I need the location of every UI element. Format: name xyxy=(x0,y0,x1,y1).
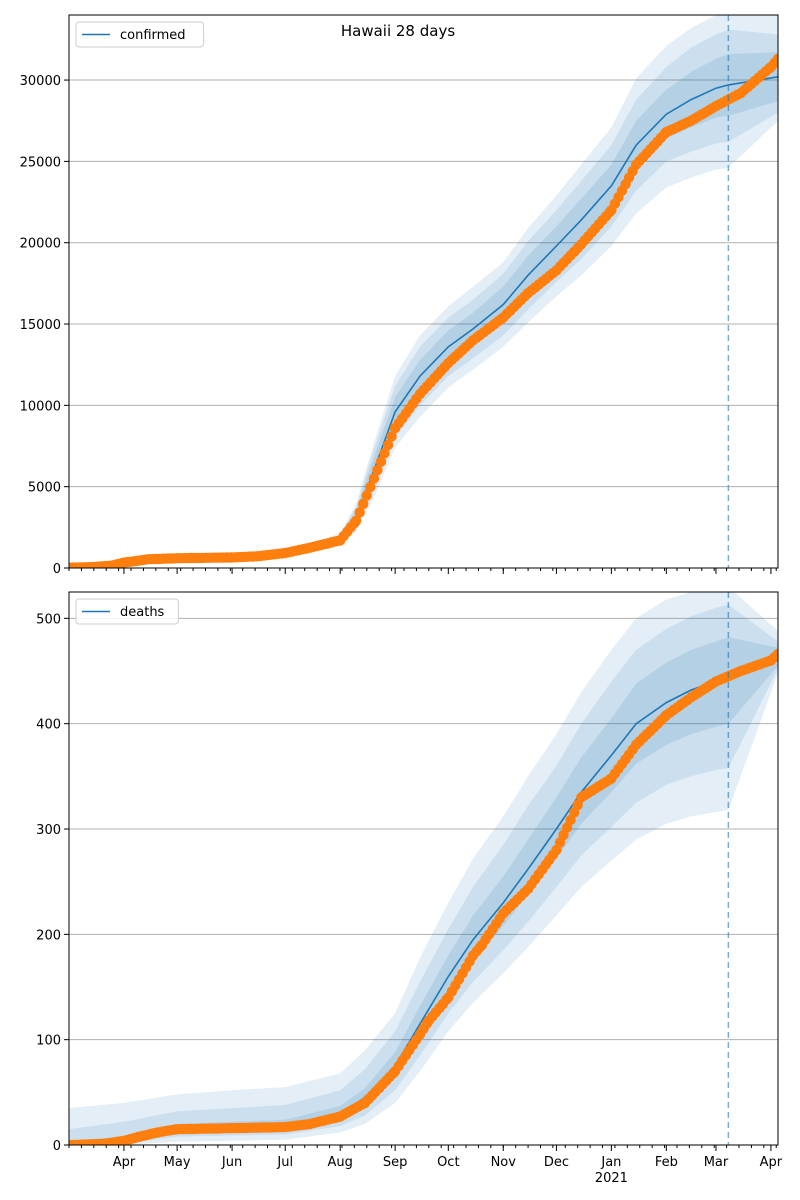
legend-box xyxy=(75,21,205,48)
legend-label: deaths xyxy=(120,605,165,620)
uncertainty-band-outer xyxy=(69,15,778,568)
uncertainty-band-middle xyxy=(69,604,778,1145)
x-year-label: 2021 xyxy=(595,1171,628,1186)
figure-title: Hawaii 28 days xyxy=(341,22,455,40)
observed-point xyxy=(382,439,394,451)
x-tick-label: Feb xyxy=(655,1155,678,1170)
x-tick-label: Nov xyxy=(491,1155,517,1170)
uncertainty-band-outer xyxy=(69,592,778,1145)
observed-point xyxy=(354,507,365,518)
x-tick-label: Mar xyxy=(704,1155,729,1170)
legend-label: confirmed xyxy=(120,28,186,43)
x-tick-label: Apr xyxy=(760,1155,783,1170)
y-tick-label: 30000 xyxy=(20,74,61,89)
plot-area xyxy=(69,15,778,568)
y-tick-label: 300 xyxy=(36,823,61,838)
legend: confirmed xyxy=(75,21,205,48)
observed-point xyxy=(358,498,369,510)
axes-frame xyxy=(68,591,779,1146)
plot-area xyxy=(69,592,778,1145)
uncertainty-band-inner xyxy=(69,52,778,567)
y-tick-label: 500 xyxy=(36,612,61,627)
observed-point xyxy=(375,456,387,467)
x-tick-label: Aug xyxy=(327,1155,352,1170)
uncertainty-band-middle xyxy=(69,29,778,568)
observed-point xyxy=(368,473,380,484)
uncertainty-band-inner xyxy=(69,637,778,1145)
y-tick-label: 400 xyxy=(36,718,61,733)
observed-point xyxy=(350,515,362,526)
y-tick-label: 5000 xyxy=(28,481,61,496)
observed-point xyxy=(372,464,383,476)
observed-point xyxy=(772,53,778,65)
x-tick-label: Jan xyxy=(600,1155,621,1170)
x-tick-label: Apr xyxy=(113,1155,136,1170)
y-tick-label: 25000 xyxy=(20,155,61,170)
legend: deaths xyxy=(75,598,179,625)
confirmed-panel: 0 5000 10000 15000 20000 25000 30000 confirmed xyxy=(20,14,779,577)
legend-box xyxy=(75,598,179,625)
y-tick-label: 100 xyxy=(36,1034,61,1049)
y-tick-label: 0 xyxy=(53,562,61,577)
x-tick-label: Oct xyxy=(437,1155,459,1170)
observed-point xyxy=(361,490,372,501)
deaths-panel: 0 100 200 300 400 500 Apr May Jun Jul Aug Sep Oct Nov… xyxy=(36,591,783,1186)
y-tick-label: 15000 xyxy=(20,318,61,333)
y-tick-label: 200 xyxy=(36,928,61,943)
y-tick-label: 10000 xyxy=(20,399,61,414)
x-tick-label: Dec xyxy=(544,1155,569,1170)
y-tick-label: 20000 xyxy=(20,237,61,252)
y-tick-label: 0 xyxy=(53,1139,61,1154)
x-tick-label: Jun xyxy=(221,1155,242,1170)
observed-point xyxy=(365,481,376,493)
x-tick-label: Jul xyxy=(276,1155,293,1170)
observed-point xyxy=(772,648,778,660)
x-tick-label: May xyxy=(164,1155,191,1170)
axes-frame xyxy=(68,14,779,569)
observed-point xyxy=(386,431,397,442)
observed-point xyxy=(379,448,390,459)
x-tick-label: Sep xyxy=(383,1155,408,1170)
